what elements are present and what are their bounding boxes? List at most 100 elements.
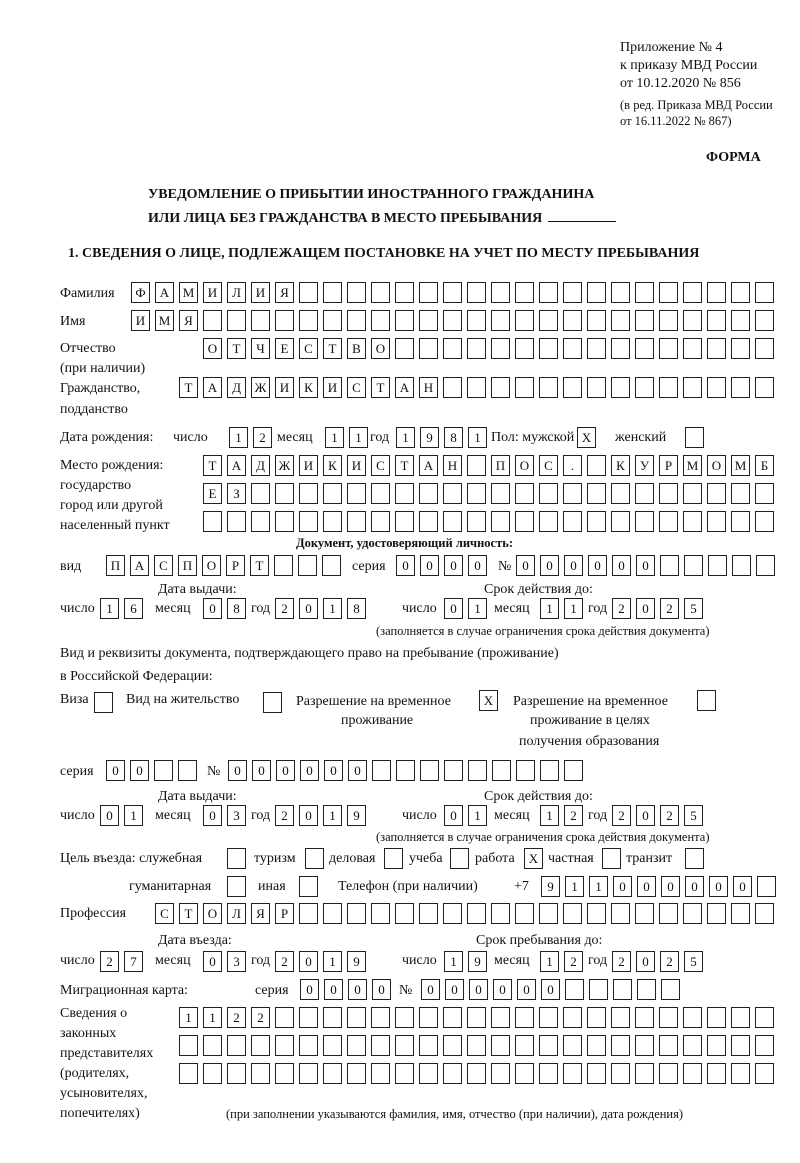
char-cell[interactable] [396,760,415,781]
char-cell[interactable] [635,511,654,532]
checkbox[interactable] [450,848,469,869]
char-cell[interactable] [395,310,414,331]
char-cell[interactable]: 1 [468,598,487,619]
checkbox[interactable] [602,848,621,869]
char-cell[interactable]: З [227,483,246,504]
checkbox[interactable]: X [577,427,596,448]
char-cell[interactable] [443,338,462,359]
char-cell[interactable] [443,1063,462,1084]
char-cell[interactable] [323,282,342,303]
char-cell[interactable] [467,310,486,331]
char-cell[interactable] [611,338,630,359]
checkbox[interactable] [305,848,324,869]
char-cell[interactable] [251,310,270,331]
char-cell[interactable] [731,310,750,331]
char-cell[interactable] [323,511,342,532]
char-cell[interactable] [755,310,774,331]
char-cell[interactable]: 0 [324,979,343,1000]
char-cell[interactable] [419,310,438,331]
char-cell[interactable]: 8 [227,598,246,619]
char-cell[interactable]: В [347,338,366,359]
char-cell[interactable] [443,377,462,398]
char-cell[interactable]: 2 [100,951,119,972]
char-cell[interactable]: 1 [323,598,342,619]
char-cell[interactable] [635,282,654,303]
char-cell[interactable]: 2 [275,598,294,619]
char-cell[interactable] [371,1063,390,1084]
char-cell[interactable] [443,1007,462,1028]
char-cell[interactable] [443,483,462,504]
char-cell[interactable] [203,310,222,331]
char-cell[interactable]: 9 [420,427,439,448]
char-cell[interactable] [347,903,366,924]
char-cell[interactable] [755,511,774,532]
char-cell[interactable] [299,1007,318,1028]
char-cell[interactable]: 0 [228,760,247,781]
char-cell[interactable]: Д [251,455,270,476]
char-cell[interactable]: 9 [541,876,560,897]
char-cell[interactable]: 7 [124,951,143,972]
char-cell[interactable]: И [323,377,342,398]
char-cell[interactable] [611,1035,630,1056]
char-cell[interactable] [755,282,774,303]
char-cell[interactable]: 0 [661,876,680,897]
char-cell[interactable] [731,1063,750,1084]
char-cell[interactable]: 1 [468,805,487,826]
char-cell[interactable] [659,1035,678,1056]
char-cell[interactable] [371,483,390,504]
char-cell[interactable] [227,310,246,331]
char-cell[interactable] [635,1007,654,1028]
char-cell[interactable] [564,760,583,781]
char-cell[interactable]: 1 [203,1007,222,1028]
char-cell[interactable]: 0 [468,555,487,576]
char-cell[interactable] [467,1063,486,1084]
char-cell[interactable] [419,483,438,504]
char-cell[interactable] [275,310,294,331]
char-cell[interactable] [659,511,678,532]
char-cell[interactable]: 8 [444,427,463,448]
char-cell[interactable] [299,903,318,924]
char-cell[interactable] [491,282,510,303]
char-cell[interactable] [419,282,438,303]
char-cell[interactable]: С [155,903,174,924]
char-cell[interactable] [563,310,582,331]
char-cell[interactable] [419,903,438,924]
char-cell[interactable] [515,338,534,359]
char-cell[interactable]: Н [419,377,438,398]
char-cell[interactable] [611,483,630,504]
char-cell[interactable] [515,483,534,504]
char-cell[interactable]: 2 [564,805,583,826]
char-cell[interactable] [755,483,774,504]
char-cell[interactable] [491,511,510,532]
char-cell[interactable]: 9 [468,951,487,972]
char-cell[interactable] [372,760,391,781]
char-cell[interactable] [659,282,678,303]
char-cell[interactable]: 1 [124,805,143,826]
char-cell[interactable] [515,310,534,331]
char-cell[interactable]: 0 [445,979,464,1000]
char-cell[interactable] [539,377,558,398]
char-cell[interactable] [468,760,487,781]
char-cell[interactable] [227,1035,246,1056]
char-cell[interactable]: 0 [469,979,488,1000]
char-cell[interactable]: П [491,455,510,476]
char-cell[interactable] [539,310,558,331]
char-cell[interactable]: Ж [275,455,294,476]
char-cell[interactable]: 0 [444,555,463,576]
char-cell[interactable]: 1 [179,1007,198,1028]
char-cell[interactable] [299,1035,318,1056]
char-cell[interactable]: 0 [420,555,439,576]
char-cell[interactable] [731,282,750,303]
char-cell[interactable] [491,338,510,359]
char-cell[interactable]: С [347,377,366,398]
char-cell[interactable] [756,555,775,576]
char-cell[interactable]: Н [443,455,462,476]
char-cell[interactable] [661,979,680,1000]
char-cell[interactable] [444,760,463,781]
char-cell[interactable]: 0 [252,760,271,781]
char-cell[interactable] [154,760,173,781]
char-cell[interactable] [251,1035,270,1056]
char-cell[interactable]: О [371,338,390,359]
checkbox[interactable] [94,692,113,713]
char-cell[interactable] [587,483,606,504]
